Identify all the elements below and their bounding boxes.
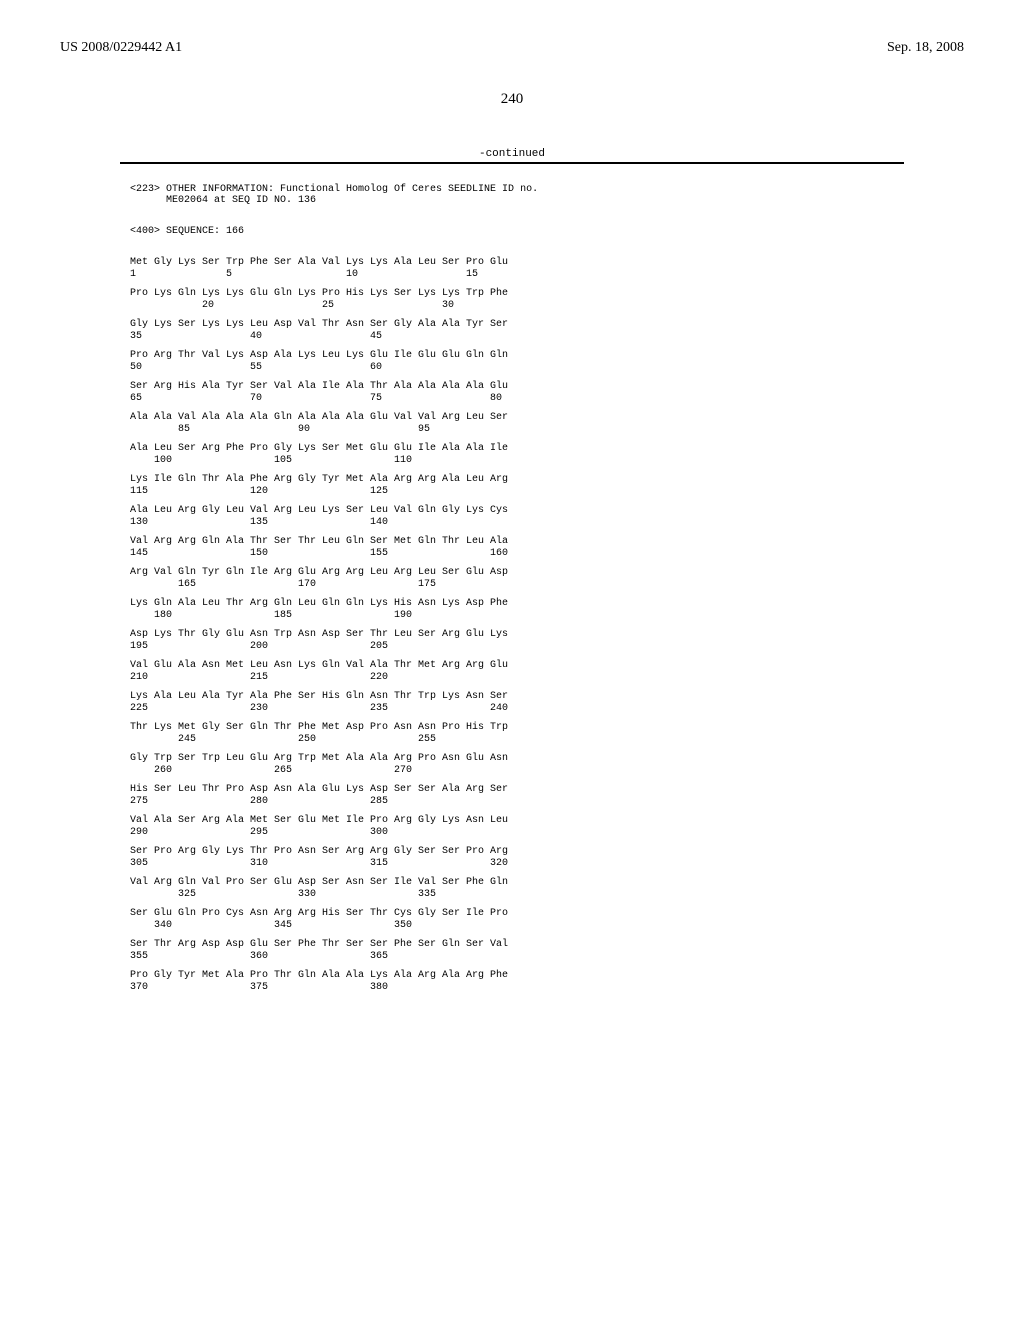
sequence-row: Val Arg Arg Gln Ala Thr Ser Thr Leu Gln …: [130, 536, 1024, 559]
sequence-row: Gly Trp Ser Trp Leu Glu Arg Trp Met Ala …: [130, 753, 1024, 776]
sequence-row: Pro Lys Gln Lys Lys Glu Gln Lys Pro His …: [130, 288, 1024, 311]
page-header: US 2008/0229442 A1 Sep. 18, 2008: [0, 0, 1024, 66]
sequence-row: Arg Val Gln Tyr Gln Ile Arg Glu Arg Arg …: [130, 567, 1024, 590]
sequence-row: Ser Pro Arg Gly Lys Thr Pro Asn Ser Arg …: [130, 846, 1024, 869]
sequence-row: Ser Arg His Ala Tyr Ser Val Ala Ile Ala …: [130, 381, 1024, 404]
sequence-row: Ala Leu Ser Arg Phe Pro Gly Lys Ser Met …: [130, 443, 1024, 466]
sequence-row: Met Gly Lys Ser Trp Phe Ser Ala Val Lys …: [130, 257, 1024, 280]
publication-date: Sep. 18, 2008: [887, 40, 964, 56]
continued-label: -continued: [0, 148, 1024, 160]
sequence-row: Ala Ala Val Ala Ala Ala Gln Ala Ala Ala …: [130, 412, 1024, 435]
section-divider: [120, 162, 904, 164]
sequence-row: His Ser Leu Thr Pro Asp Asn Ala Glu Lys …: [130, 784, 1024, 807]
sequence-row: Ser Glu Gln Pro Cys Asn Arg Arg His Ser …: [130, 908, 1024, 931]
sequence-row: Val Arg Gln Val Pro Ser Glu Asp Ser Asn …: [130, 877, 1024, 900]
sequence-listing: Met Gly Lys Ser Trp Phe Ser Ala Val Lys …: [130, 257, 1024, 993]
sequence-row: Val Glu Ala Asn Met Leu Asn Lys Gln Val …: [130, 660, 1024, 683]
sequence-row: Ala Leu Arg Gly Leu Val Arg Leu Lys Ser …: [130, 505, 1024, 528]
sequence-row: Asp Lys Thr Gly Glu Asn Trp Asn Asp Ser …: [130, 629, 1024, 652]
sequence-row: Lys Gln Ala Leu Thr Arg Gln Leu Gln Gln …: [130, 598, 1024, 621]
publication-number: US 2008/0229442 A1: [60, 40, 182, 56]
seq-info-223: <223> OTHER INFORMATION: Functional Homo…: [130, 184, 1024, 207]
sequence-row: Lys Ile Gln Thr Ala Phe Arg Gly Tyr Met …: [130, 474, 1024, 497]
page-number: 240: [0, 91, 1024, 108]
sequence-row: Thr Lys Met Gly Ser Gln Thr Phe Met Asp …: [130, 722, 1024, 745]
sequence-row: Val Ala Ser Arg Ala Met Ser Glu Met Ile …: [130, 815, 1024, 838]
sequence-content: <223> OTHER INFORMATION: Functional Homo…: [0, 172, 1024, 1013]
sequence-row: Ser Thr Arg Asp Asp Glu Ser Phe Thr Ser …: [130, 939, 1024, 962]
seq-info-400: <400> SEQUENCE: 166: [130, 226, 1024, 238]
sequence-row: Lys Ala Leu Ala Tyr Ala Phe Ser His Gln …: [130, 691, 1024, 714]
sequence-row: Pro Arg Thr Val Lys Asp Ala Lys Leu Lys …: [130, 350, 1024, 373]
sequence-row: Pro Gly Tyr Met Ala Pro Thr Gln Ala Ala …: [130, 970, 1024, 993]
sequence-row: Gly Lys Ser Lys Lys Leu Asp Val Thr Asn …: [130, 319, 1024, 342]
